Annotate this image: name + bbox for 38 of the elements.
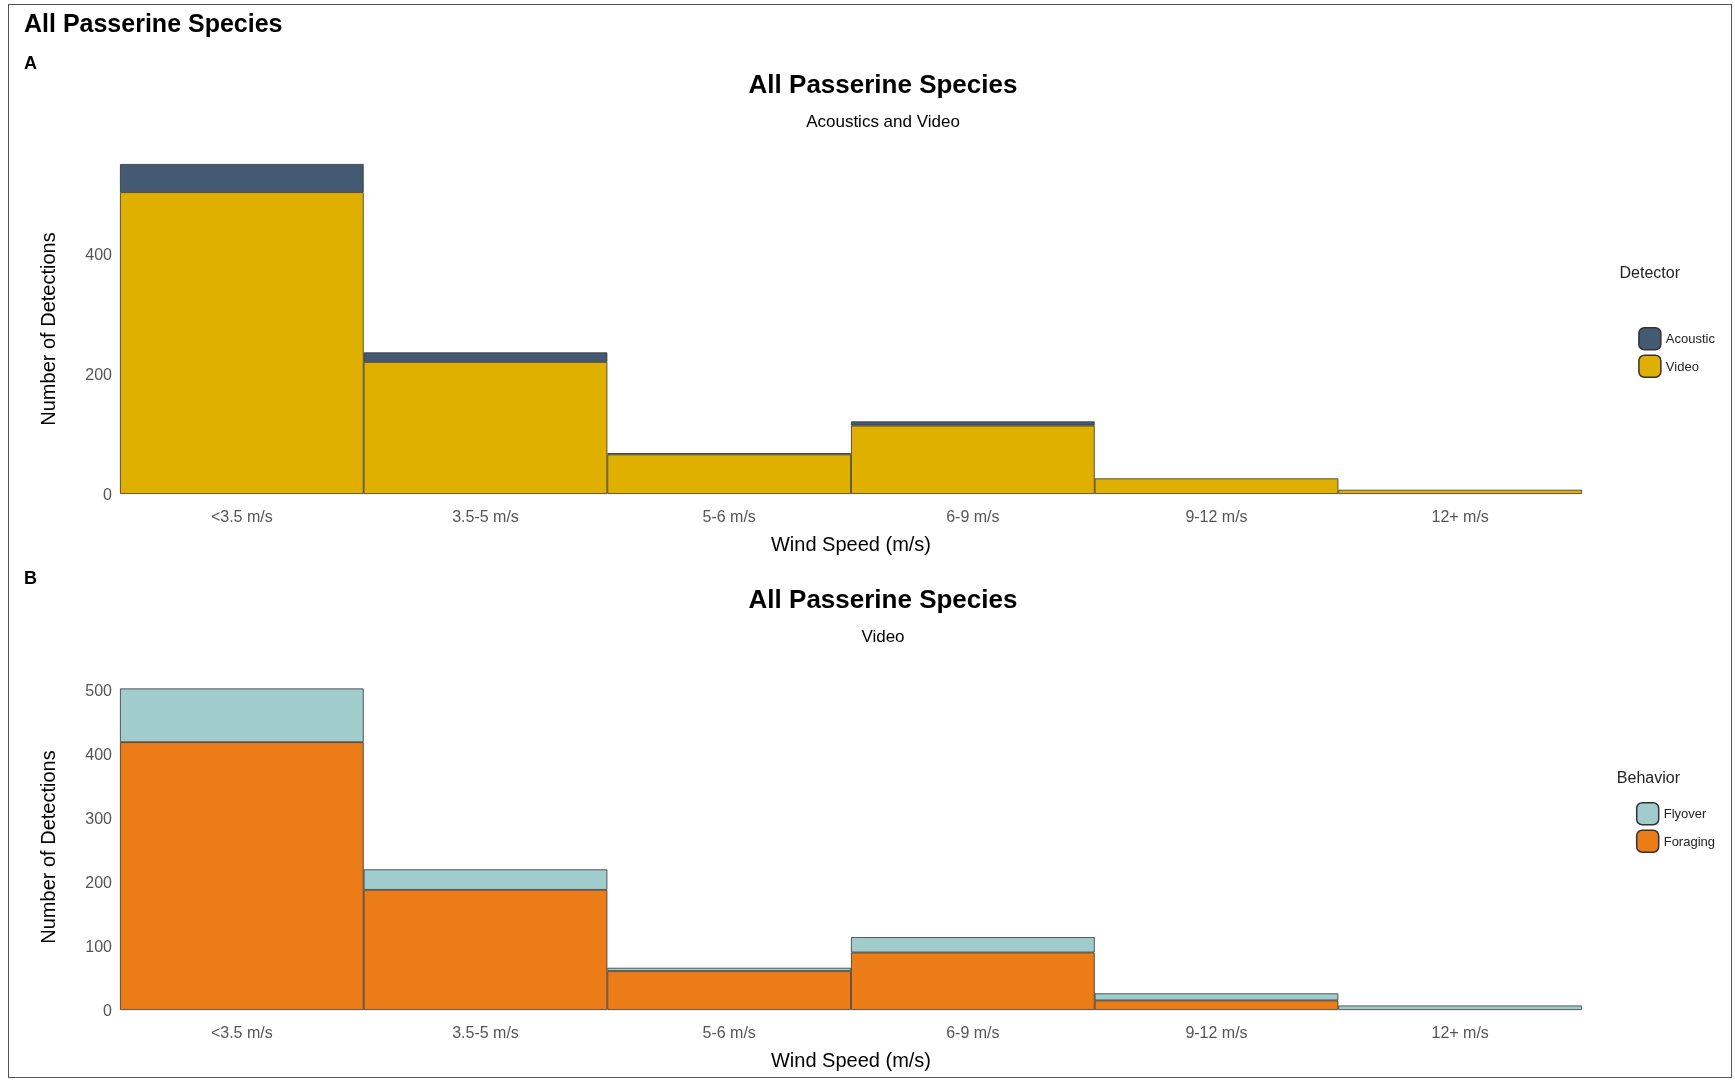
x-tick-label: 6-9 m/s (946, 1023, 1000, 1041)
y-tick-label: 200 (85, 873, 113, 891)
x-tick-label: 12+ m/s (1431, 1023, 1489, 1041)
y-tick-label: 200 (85, 365, 113, 383)
legend-label: Foraging (1663, 833, 1715, 849)
y-axis-title: Number of Detections (37, 750, 59, 944)
legend-label: Flyover (1663, 806, 1707, 822)
chart-subtitle: Acoustics and Video (806, 112, 960, 131)
x-tick-label: 6-9 m/s (946, 507, 1000, 525)
legend-label: Acoustic (1665, 331, 1716, 347)
legend-title: Behavior (1616, 768, 1681, 786)
chart-title: All Passerine Species (748, 69, 1018, 99)
text: A (24, 53, 37, 73)
x-axis-title: Wind Speed (m/s) (770, 1049, 932, 1071)
y-tick-label: 0 (103, 1001, 113, 1019)
y-tick-label: 500 (85, 681, 113, 699)
y-tick-label: 0 (103, 485, 113, 503)
y-tick-label: 400 (85, 245, 113, 263)
x-tick-label: 9-12 m/s (1185, 1023, 1248, 1041)
text: B (24, 568, 37, 588)
x-axis-title: Wind Speed (m/s) (770, 533, 932, 555)
y-tick-label: 100 (85, 937, 113, 955)
legend-label: Video (1665, 358, 1699, 374)
chart-title: All Passerine Species (748, 584, 1018, 614)
chart-subtitle: Video (861, 627, 905, 646)
x-tick-label: 5-6 m/s (702, 1023, 756, 1041)
x-tick-label: 3.5-5 m/s (452, 1023, 519, 1041)
x-tick-label: <3.5 m/s (210, 1023, 273, 1041)
x-tick-label: 9-12 m/s (1185, 507, 1248, 525)
text: All Passerine Species (24, 8, 283, 37)
x-tick-label: 12+ m/s (1431, 507, 1489, 525)
x-tick-label: 5-6 m/s (702, 507, 756, 525)
y-tick-label: 300 (85, 809, 113, 827)
x-tick-label: <3.5 m/s (210, 507, 273, 525)
y-tick-label: 400 (85, 745, 113, 763)
legend-title: Detector (1619, 263, 1681, 281)
x-tick-label: 3.5-5 m/s (452, 507, 519, 525)
y-axis-title: Number of Detections (37, 232, 59, 426)
